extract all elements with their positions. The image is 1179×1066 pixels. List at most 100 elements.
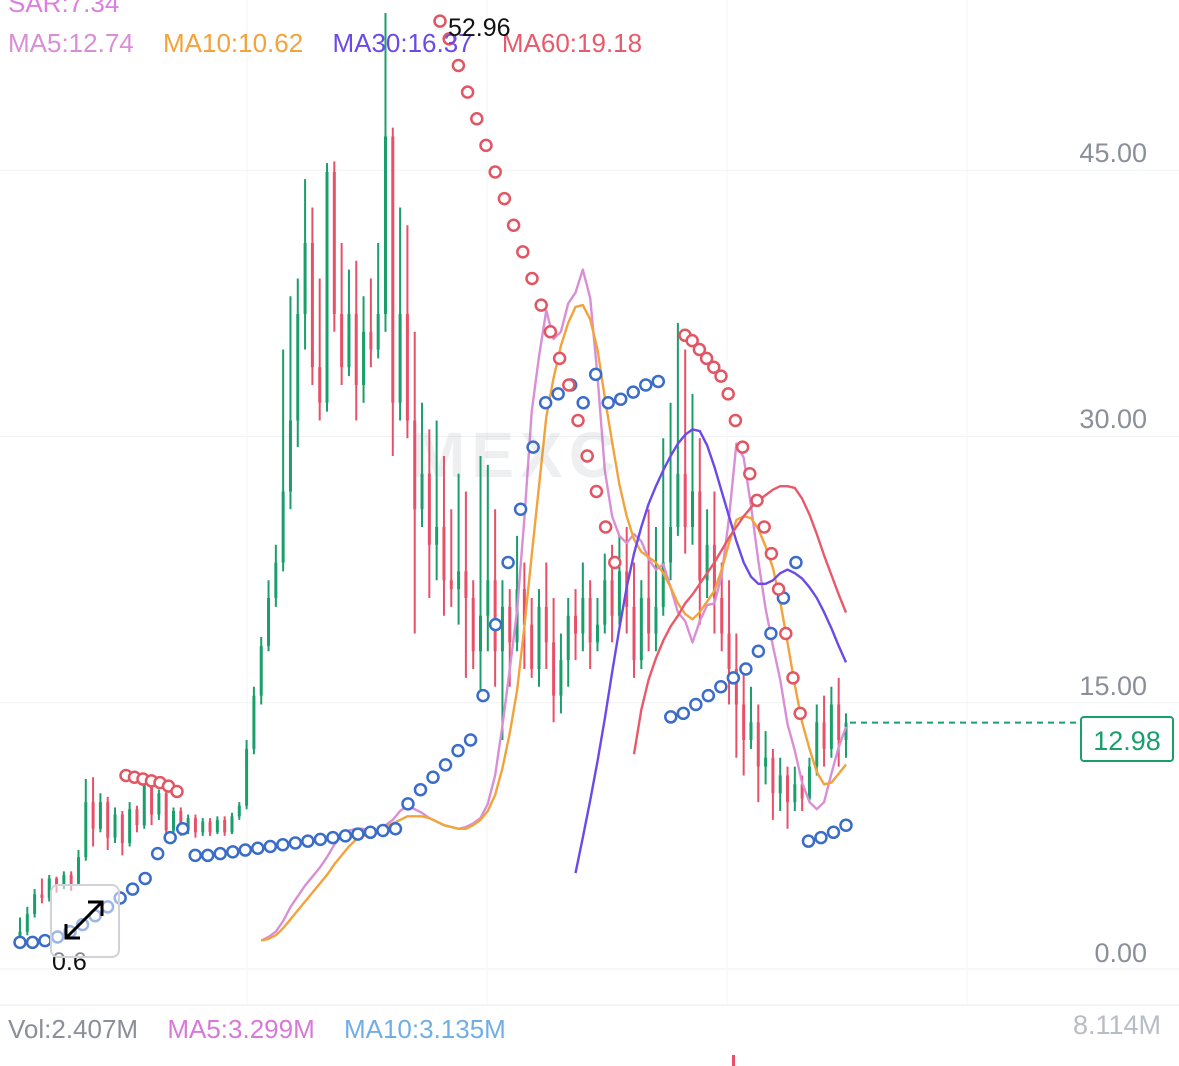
- sar-dot-up: [138, 871, 152, 886]
- sar-dot-up: [25, 935, 40, 950]
- sar-dot-down: [728, 413, 743, 428]
- legend-sar: SAR:7.34: [8, 0, 120, 18]
- sar-dot-down: [757, 520, 771, 534]
- candle-body: [223, 819, 227, 833]
- candle-body: [530, 624, 534, 669]
- sar-dot-up: [200, 848, 215, 863]
- candle-body: [376, 314, 380, 350]
- sar-dot-down: [506, 218, 521, 232]
- candle-body: [756, 722, 760, 767]
- sar-dot-down: [721, 387, 735, 401]
- candle-body: [493, 580, 497, 652]
- candle-body: [632, 606, 636, 661]
- sar-dot-down: [442, 32, 456, 46]
- candle-body: [420, 473, 424, 510]
- candle-body: [383, 136, 387, 314]
- candle-body: [559, 660, 563, 696]
- sar-dot-up: [814, 830, 828, 845]
- sar-dot-up: [513, 502, 528, 516]
- sar-dot-down: [479, 138, 493, 153]
- candle-body: [727, 633, 731, 669]
- sar-dot-down: [580, 449, 594, 463]
- legend-vol: Vol:2.407M: [8, 1014, 139, 1044]
- candle-body: [574, 615, 578, 634]
- candle-body: [698, 491, 702, 581]
- candle-body: [581, 598, 585, 634]
- sar-dot-up: [251, 841, 265, 856]
- candle-body: [837, 704, 841, 740]
- candle-body: [362, 331, 366, 385]
- candle-body: [47, 878, 51, 898]
- candle-body: [588, 598, 592, 643]
- candle-body: [40, 894, 44, 898]
- candle-body: [106, 802, 110, 838]
- sar-dot-down: [707, 360, 721, 374]
- candle-body: [76, 857, 80, 884]
- volume-max-label: 8.114M: [1072, 1010, 1161, 1040]
- candle-body: [610, 580, 614, 616]
- candle-body: [69, 874, 73, 884]
- candle-body: [274, 562, 278, 598]
- legend-ma30: MA30:16.37: [332, 28, 473, 58]
- candle-body: [128, 809, 132, 843]
- sar-dot-down: [170, 784, 184, 799]
- candle-body: [844, 722, 848, 740]
- sar-dot-up: [826, 825, 841, 840]
- sar-dot-up: [801, 834, 816, 848]
- candle-body: [25, 913, 29, 932]
- sar-dot-up: [639, 378, 653, 392]
- sar-dot-up: [150, 846, 165, 861]
- candle-body: [537, 606, 541, 669]
- candle-body: [603, 580, 607, 625]
- candle-body: [654, 606, 658, 634]
- sar-dot-up: [714, 680, 728, 694]
- candle-body: [310, 243, 314, 368]
- candle-body: [471, 598, 475, 652]
- candle-body: [764, 757, 768, 767]
- candle-body: [595, 624, 599, 643]
- sar-dot-down: [598, 520, 613, 534]
- candle-body: [55, 878, 59, 886]
- sar-dot-up: [726, 671, 741, 685]
- candle-body: [815, 722, 819, 767]
- sar-dot-up: [488, 617, 503, 632]
- sar-dot-down: [750, 493, 764, 508]
- sar-dot-up: [188, 848, 202, 863]
- sar-dot-up: [664, 710, 678, 724]
- legend-ma10: MA10:10.62: [162, 28, 304, 58]
- legend-vol-ma5: MA5:3.299M: [167, 1014, 315, 1044]
- sar-dot-up: [426, 770, 440, 785]
- candle-body: [186, 818, 190, 831]
- sar-dot-up: [363, 825, 378, 840]
- sar-dot-down: [771, 582, 786, 596]
- sar-dot-up: [276, 837, 290, 852]
- candle-body: [705, 544, 709, 581]
- sar-dot-down: [470, 112, 484, 126]
- sar-dot-up: [613, 392, 628, 406]
- sar-dot-up: [501, 555, 515, 570]
- candle-body: [479, 615, 483, 652]
- candle-body: [822, 722, 826, 749]
- candle-body: [113, 814, 117, 838]
- candle-body: [259, 645, 263, 696]
- sar-dot-down: [692, 342, 707, 357]
- sar-dot-down: [497, 191, 512, 206]
- sar-dot-down: [743, 467, 757, 481]
- sar-dot-up: [839, 818, 853, 832]
- watermark: MEXC: [412, 419, 621, 491]
- sar-dot-up: [751, 644, 766, 658]
- sar-legend: SAR:7.34: [8, 0, 141, 19]
- sar-dot-up: [163, 830, 177, 845]
- y-tick-0: 0.00: [1094, 938, 1147, 968]
- last-price-tag: 12.98: [1080, 716, 1174, 762]
- sar-dot-down: [562, 378, 576, 392]
- sar-dot-up: [764, 626, 778, 641]
- expand-chart-button[interactable]: [50, 884, 120, 958]
- candle-body: [150, 779, 154, 815]
- sar-dot-up: [351, 827, 365, 841]
- candle-body: [829, 704, 833, 749]
- candle-body: [742, 704, 746, 740]
- candle-body: [193, 818, 197, 833]
- candle-body: [62, 874, 66, 886]
